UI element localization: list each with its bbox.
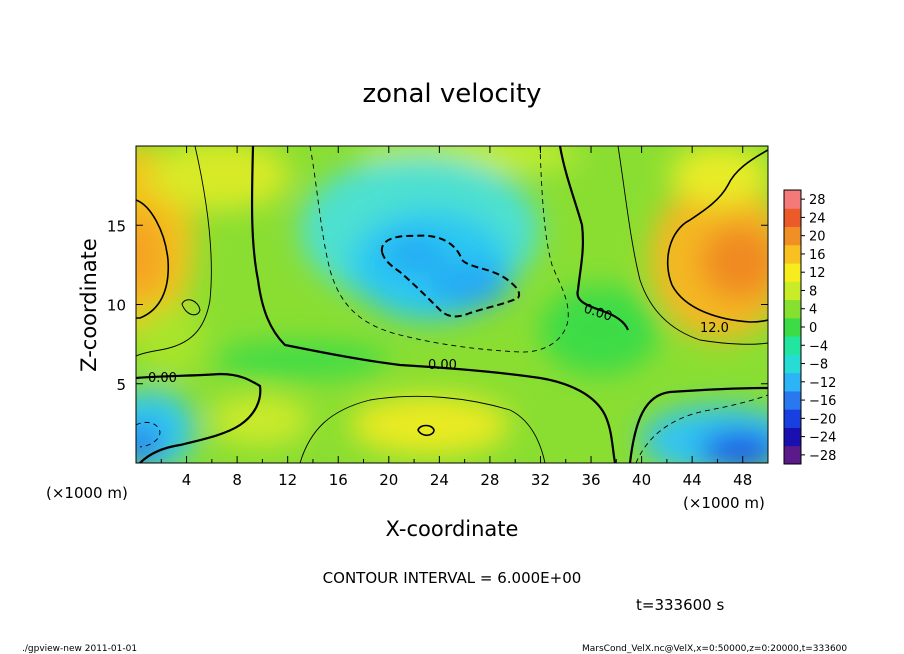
- colorbar-label: −4: [809, 339, 828, 354]
- pos6-contour: [136, 146, 212, 357]
- colorbar-swatch: [784, 281, 801, 301]
- y-tick-label: 5: [116, 376, 126, 394]
- y-axis-title: Z-coordinate: [77, 238, 101, 372]
- colorbar-swatch: [784, 299, 801, 319]
- colorbar-swatch: [784, 263, 801, 282]
- x-tick-label: 36: [581, 471, 600, 489]
- x-tick-label: 28: [480, 471, 499, 489]
- pos12-contour: [666, 149, 768, 323]
- field-blob: [430, 263, 510, 307]
- field-blob: [210, 342, 390, 378]
- colorbar: 28 24 20 16 12 8 4 0 −4 −8 −12 −16 −20 −24 −28: [783, 189, 836, 465]
- colorbar-swatch: [784, 409, 801, 428]
- contour-label: 0.00: [148, 371, 177, 386]
- colorbar-label: −28: [809, 449, 836, 464]
- colorbar-label: 8: [809, 284, 817, 299]
- x-tick-label: 12: [278, 471, 297, 489]
- colorbar-label: 0: [809, 321, 817, 336]
- contour-lines: [136, 146, 768, 463]
- zero-contour: [136, 372, 262, 463]
- colorbar-swatch: [784, 390, 801, 410]
- field-shading: [136, 146, 768, 463]
- x-tick-label: 32: [531, 471, 550, 489]
- x-tick-label: 40: [632, 471, 651, 489]
- colorbar-swatch: [784, 336, 801, 355]
- field-blob: [136, 423, 162, 463]
- x-tick-label: 16: [329, 471, 348, 489]
- contour-label: 0.00: [428, 358, 457, 373]
- field-blob: [350, 395, 510, 455]
- chart-title: zonal velocity: [362, 79, 541, 109]
- field-blob: [210, 395, 310, 445]
- pos6-contour: [617, 146, 768, 345]
- neg12-contour: [380, 234, 521, 318]
- field-blob: [670, 146, 768, 205]
- colorbar-label: −24: [809, 431, 836, 446]
- colorbar-swatch: [784, 372, 801, 392]
- colorbar-swatch: [784, 445, 801, 465]
- neg6-contour: [635, 394, 768, 463]
- pos12-contour: [136, 199, 170, 319]
- colorbar-swatch: [784, 226, 801, 246]
- x-tick-label: 20: [379, 471, 398, 489]
- pos12-contour: [181, 299, 201, 316]
- neg6-contour: [309, 146, 569, 353]
- x-tick-label: 44: [683, 471, 702, 489]
- y-tick-label: 10: [107, 297, 126, 315]
- field-blob: [385, 237, 445, 273]
- field-blob: [136, 305, 205, 375]
- zero-contour: [628, 386, 768, 463]
- colorbar-label: −12: [809, 376, 836, 391]
- colorbar-label: −8: [809, 358, 828, 373]
- field-blob: [136, 210, 165, 300]
- x-tick-label: 4: [182, 471, 192, 489]
- y-axis-ticks: 5 10 15: [107, 217, 768, 394]
- colorbar-swatch: [784, 354, 801, 374]
- colorbar-label: 28: [809, 193, 826, 208]
- zero-contour: [250, 146, 617, 463]
- time-label: t=333600 s: [636, 596, 724, 614]
- plot-area: 0.00 0.00 0.00 12.0: [136, 146, 768, 463]
- colorbar-label: −20: [809, 412, 836, 427]
- colorbar-swatch: [784, 317, 801, 337]
- field-blob: [700, 432, 768, 463]
- x-axis-title: X-coordinate: [386, 517, 519, 541]
- neg6-contour: [136, 421, 161, 448]
- x-tick-label: 24: [430, 471, 449, 489]
- footer-right: MarsCond_VelX.nc@VelX,x=0:50000,z=0:2000…: [582, 644, 847, 654]
- x-tick-label: 48: [733, 471, 752, 489]
- pos6-contour: [299, 395, 546, 463]
- colorbar-swatch: [784, 427, 801, 447]
- colorbar-swatch: [784, 190, 801, 209]
- field-blob: [700, 224, 768, 300]
- colorbar-label: 24: [809, 211, 826, 226]
- contour-label: 12.0: [700, 321, 729, 336]
- y-tick-label: 15: [107, 217, 126, 235]
- colorbar-label: 16: [809, 248, 826, 263]
- x-tick-label: 8: [232, 471, 242, 489]
- colorbar-label: 4: [809, 303, 817, 318]
- colorbar-label: 12: [809, 266, 826, 281]
- pos12-contour: [417, 424, 435, 437]
- x-unit-label-right: (×1000 m): [683, 494, 765, 512]
- colorbar-label: −16: [809, 394, 836, 409]
- x-unit-label-left: (×1000 m): [46, 484, 128, 502]
- zero-contour: [558, 146, 630, 331]
- colorbar-label: 20: [809, 230, 826, 245]
- footer-left: ./gpview-new 2011-01-01: [22, 644, 137, 654]
- x-axis-ticks: 4 8 12 16 20 24 28 32 36 40 44 48: [160, 146, 752, 489]
- field-blob: [150, 146, 290, 210]
- colorbar-swatch: [784, 244, 801, 264]
- field-blob: [540, 285, 660, 375]
- colorbar-swatch: [784, 208, 801, 228]
- contour-interval: CONTOUR INTERVAL = 6.000E+00: [323, 569, 582, 587]
